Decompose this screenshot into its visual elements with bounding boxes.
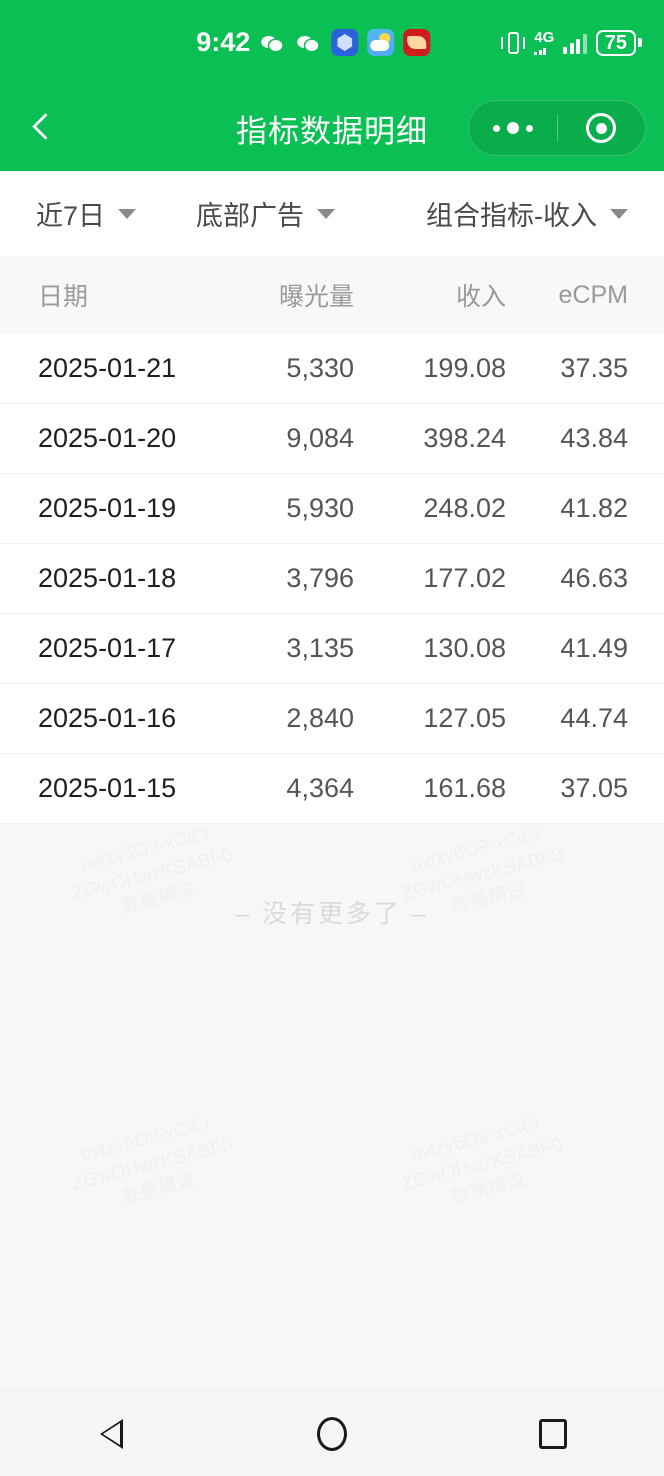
watermark: ovtzy6O9-xCiCrZGwOHwzKSABF0数据横说	[393, 1107, 571, 1221]
status-bar: 9:42 4G 75	[0, 0, 664, 85]
cell-impressions: 2,840	[286, 703, 354, 733]
cell-impressions: 5,930	[286, 493, 354, 523]
status-time: 9:42	[196, 27, 251, 57]
cell-impressions: 4,364	[286, 773, 354, 803]
cell-impressions: 3,796	[286, 563, 354, 593]
cell-revenue: 248.02	[423, 493, 506, 523]
table-row[interactable]: 2025-01-20 9,084 398.24 43.84	[0, 404, 664, 474]
red-app-icon	[403, 29, 431, 56]
table-row[interactable]: 2025-01-19 5,930 248.02 41.82	[0, 474, 664, 544]
cell-date: 2025-01-15	[38, 773, 177, 803]
content-area: ovtzy6O9-xCiCrZGwOHwzKSABF0数据横说 ovtzy6O9…	[0, 256, 664, 1462]
column-header-revenue: 收入	[455, 283, 506, 311]
signal-bars-icon	[563, 32, 587, 54]
cell-revenue: 177.02	[423, 563, 506, 593]
chevron-down-icon	[317, 208, 335, 219]
cell-ecpm: 37.35	[560, 353, 628, 383]
cell-date: 2025-01-18	[38, 563, 177, 593]
network-type-icon: 4G	[534, 30, 554, 55]
status-bar-center: 9:42	[196, 27, 431, 58]
cell-date: 2025-01-20	[38, 423, 177, 453]
column-header-date: 日期	[38, 283, 89, 311]
watermark: ovtzy6O9-xCiCrZGwOHwzKSABF0数据横说	[63, 1107, 241, 1221]
chevron-down-icon	[118, 208, 137, 219]
cell-impressions: 9,084	[286, 423, 354, 453]
cell-date: 2025-01-19	[38, 493, 177, 523]
cell-revenue: 127.05	[423, 703, 506, 733]
filter-date-range-label: 近7日	[36, 201, 106, 231]
table-body: 2025-01-21 5,330 199.08 37.35 2025-01-20 9,08…	[0, 334, 664, 824]
filter-metric[interactable]: 组合指标-收入	[426, 194, 628, 233]
cell-revenue: 199.08	[423, 353, 506, 383]
cell-ecpm: 43.84	[560, 423, 628, 453]
cell-revenue: 398.24	[423, 423, 506, 453]
android-back-icon[interactable]	[66, 1391, 156, 1476]
column-header-ecpm: eCPM	[558, 280, 628, 309]
filter-date-range[interactable]: 近7日	[36, 194, 137, 233]
no-more-data-label: – 没有更多了 –	[0, 824, 664, 930]
cell-revenue: 161.68	[423, 773, 506, 803]
filter-bar: 近7日 底部广告 组合指标-收入	[0, 171, 664, 256]
cell-ecpm: 46.63	[560, 563, 628, 593]
cell-date: 2025-01-17	[38, 633, 177, 663]
blue-badge-app-icon	[331, 29, 359, 56]
battery-icon: 75	[595, 29, 642, 56]
android-nav-bar	[0, 1390, 664, 1476]
cell-revenue: 130.08	[423, 633, 506, 663]
miniprogram-capsule[interactable]	[468, 100, 646, 156]
nav-bar: 指标数据明细	[0, 85, 664, 171]
cell-ecpm: 37.05	[560, 773, 628, 803]
chevron-down-icon	[610, 208, 628, 219]
table-row[interactable]: 2025-01-15 4,364 161.68 37.05	[0, 754, 664, 824]
cell-ecpm: 41.49	[560, 633, 628, 663]
battery-level: 75	[595, 29, 636, 56]
table-row[interactable]: 2025-01-18 3,796 177.02 46.63	[0, 544, 664, 614]
cell-date: 2025-01-21	[38, 353, 177, 383]
filter-metric-label: 组合指标-收入	[426, 201, 597, 231]
table-header: 日期 曝光量 收入 eCPM	[0, 256, 664, 334]
wechat-icon	[295, 29, 322, 56]
status-bar-right: 4G 75	[501, 29, 642, 56]
cell-impressions: 3,135	[286, 633, 354, 663]
filter-ad-slot-label: 底部广告	[196, 201, 304, 231]
capsule-divider	[556, 114, 558, 142]
cell-ecpm: 44.74	[560, 703, 628, 733]
more-dots-icon[interactable]	[469, 122, 557, 134]
android-home-icon[interactable]	[287, 1391, 377, 1476]
cell-impressions: 5,330	[286, 353, 354, 383]
cell-ecpm: 41.82	[560, 493, 628, 523]
android-recents-icon[interactable]	[508, 1391, 598, 1476]
table-row[interactable]: 2025-01-17 3,135 130.08 41.49	[0, 614, 664, 684]
cell-date: 2025-01-16	[38, 703, 177, 733]
filter-ad-slot[interactable]: 底部广告	[196, 194, 335, 233]
column-header-impressions: 曝光量	[278, 283, 354, 311]
wechat-icon	[259, 29, 286, 56]
table-row[interactable]: 2025-01-21 5,330 199.08 37.35	[0, 334, 664, 404]
weather-app-icon	[367, 29, 395, 56]
table-row[interactable]: 2025-01-16 2,840 127.05 44.74	[0, 684, 664, 754]
target-circle-icon[interactable]	[558, 113, 646, 143]
vibrate-icon	[501, 30, 526, 56]
page-title: 指标数据明细	[236, 113, 428, 149]
